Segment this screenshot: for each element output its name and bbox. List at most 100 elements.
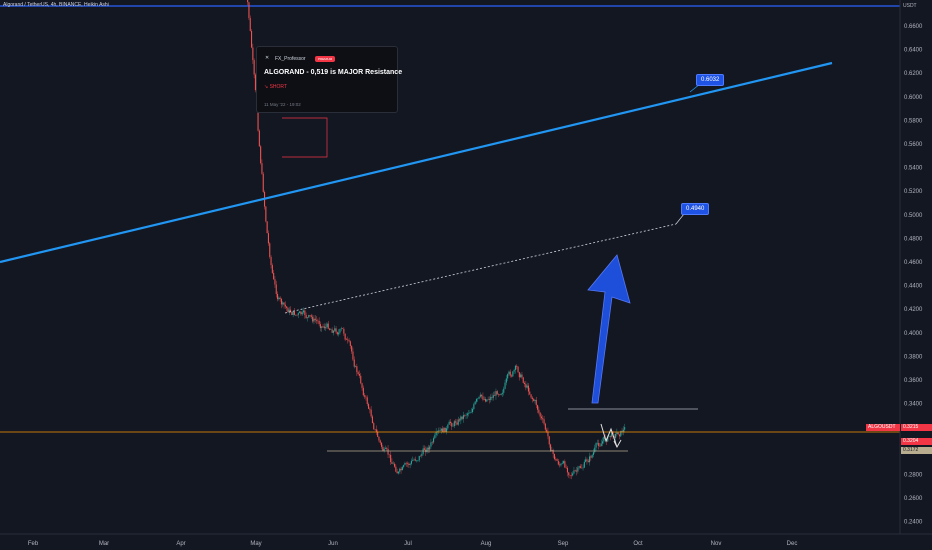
candle	[349, 341, 351, 346]
candle	[377, 431, 379, 437]
candle	[364, 395, 366, 397]
candle	[382, 446, 384, 451]
candle	[420, 455, 422, 457]
candle	[344, 333, 346, 340]
candle	[465, 415, 467, 416]
price-tick-label: 0.5400	[904, 166, 923, 172]
candle	[617, 432, 619, 435]
candle	[513, 369, 515, 372]
time-tick-label: Dec	[787, 541, 798, 547]
candle	[317, 320, 319, 322]
candle	[452, 426, 454, 427]
candle	[286, 306, 288, 308]
candle	[308, 315, 310, 318]
candle	[306, 317, 308, 319]
dotted-target-line[interactable]	[284, 223, 677, 314]
candle	[561, 463, 563, 464]
candle	[517, 366, 519, 373]
price-tick-label: 0.5800	[904, 118, 923, 124]
price-tick-label: 0.4400	[904, 284, 923, 290]
candle	[624, 427, 626, 430]
candle	[269, 243, 271, 257]
candle	[446, 428, 448, 432]
candle	[303, 310, 305, 313]
symbol-title: Algorand / TetherUS, 4h, BINANCE, Heikin…	[3, 2, 109, 8]
candle	[583, 461, 585, 468]
idea-author[interactable]: FX_Professor	[275, 56, 306, 62]
candle	[439, 430, 441, 432]
candle	[356, 366, 358, 373]
candle	[429, 446, 431, 450]
candle	[331, 329, 333, 333]
dotted-target-label[interactable]: 0.4940	[681, 203, 710, 215]
idea-card[interactable]: ✕ FX_Professor PREMIUM ALGORAND - 0,519 …	[256, 46, 402, 113]
candle	[418, 455, 420, 461]
candle	[361, 383, 363, 388]
candle	[340, 328, 342, 330]
candle	[525, 384, 527, 388]
candle	[548, 436, 550, 445]
candle	[334, 328, 336, 331]
candle	[277, 293, 279, 300]
candle	[499, 394, 501, 395]
candle	[410, 460, 412, 464]
candle	[339, 329, 341, 333]
time-tick-label: Sep	[558, 541, 569, 547]
candle	[387, 448, 389, 455]
candle	[490, 396, 492, 401]
candle	[430, 442, 432, 447]
price-tick-label: 0.5200	[904, 189, 923, 195]
author-avatar-icon: ✕	[265, 55, 270, 61]
candle	[479, 394, 481, 397]
zigzag-projection[interactable]	[600, 423, 618, 448]
candle	[287, 307, 289, 313]
candle	[603, 436, 605, 442]
candle	[252, 47, 254, 61]
candle	[475, 399, 477, 402]
time-axis[interactable]: Feb Mar Apr May Jun Jul Aug Sep Oct Nov Dec	[28, 541, 798, 547]
candle	[448, 421, 450, 425]
candle	[435, 431, 437, 436]
candle	[455, 421, 457, 423]
candle	[498, 394, 500, 395]
candle	[524, 382, 526, 385]
candle	[296, 314, 298, 316]
candle	[413, 459, 415, 461]
candle	[483, 398, 485, 400]
candle	[550, 444, 552, 452]
candle	[474, 401, 476, 405]
candle	[464, 415, 466, 416]
zigzag-arrowhead	[613, 439, 622, 449]
candle	[457, 419, 459, 425]
ascending-trendline[interactable]	[0, 61, 833, 264]
candle	[596, 443, 598, 444]
candle	[292, 311, 294, 315]
candle	[547, 431, 549, 437]
candle	[383, 448, 385, 451]
candle	[585, 459, 587, 462]
candle	[578, 466, 580, 468]
candle	[608, 435, 610, 437]
candle	[443, 427, 445, 433]
candle	[442, 428, 444, 433]
candle	[318, 320, 320, 325]
time-tick-label: Feb	[28, 541, 39, 547]
idea-headline[interactable]: ALGORAND - 0,519 is MAJOR Resistance	[264, 69, 403, 76]
candle	[322, 326, 324, 327]
time-tick-label: Oct	[633, 541, 643, 547]
candle	[491, 396, 493, 398]
candle	[260, 146, 262, 164]
candle	[409, 463, 411, 466]
candle	[395, 466, 397, 472]
candle	[369, 408, 371, 410]
up-arrow[interactable]	[587, 254, 631, 404]
candle	[600, 443, 602, 447]
candle	[404, 463, 406, 466]
candle	[326, 323, 328, 328]
candle	[408, 463, 410, 466]
resistance-box[interactable]	[282, 117, 328, 158]
candle	[279, 297, 281, 299]
candle	[267, 233, 269, 244]
trendline-price-label[interactable]: 0.6032	[696, 74, 725, 86]
